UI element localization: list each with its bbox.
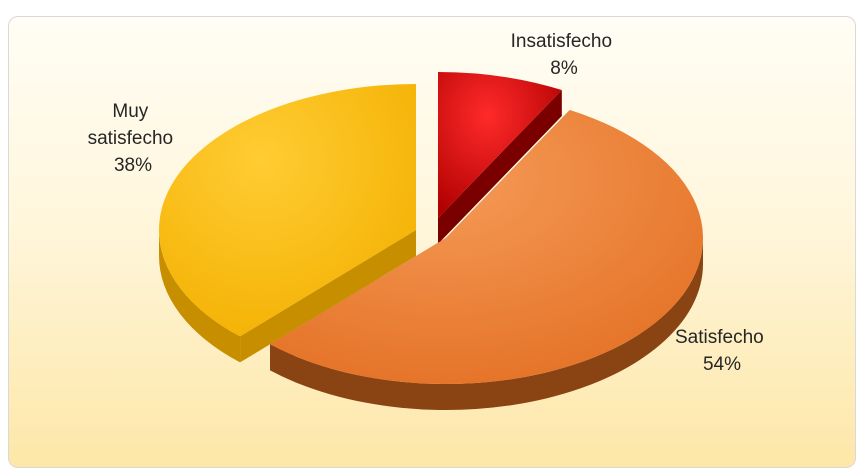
- slice-side-satisfecho: [270, 238, 703, 410]
- slice-category-muy-satisfecho-line2: satisfecho: [88, 128, 174, 149]
- slice-label-muy-satisfecho: Muy satisfecho 38%: [88, 101, 179, 176]
- slice-wall-muy-satisfecho-0: [240, 230, 416, 363]
- slice-value-satisfecho: 54%: [703, 354, 741, 375]
- slice-side-muy-satisfecho: [159, 230, 241, 363]
- slice-satisfecho: [270, 110, 703, 385]
- slice-label-satisfecho: Satisfecho 54%: [675, 327, 769, 375]
- slice-label-insatisfecho: Insatisfecho 8%: [511, 31, 618, 79]
- slice-value-muy-satisfecho: 38%: [114, 155, 152, 176]
- slice-muy-satisfecho: [158, 84, 416, 337]
- slice-category-muy-satisfecho-line1: Muy: [112, 101, 148, 122]
- slice-category-satisfecho: Satisfecho: [675, 327, 764, 348]
- slice-value-insatisfecho: 8%: [550, 58, 578, 79]
- slice-category-insatisfecho: Insatisfecho: [511, 31, 612, 52]
- slice-wall-insatisfecho-1: [438, 90, 562, 244]
- slice-insatisfecho: [438, 72, 562, 218]
